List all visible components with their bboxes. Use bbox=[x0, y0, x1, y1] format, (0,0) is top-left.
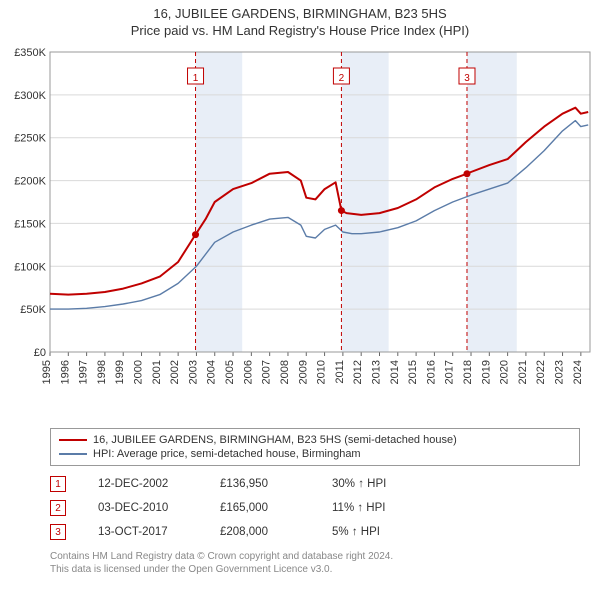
sales-table: 1 12-DEC-2002 £136,950 30% ↑ HPI 2 03-DE… bbox=[50, 472, 580, 544]
sale-pct: 30% ↑ HPI bbox=[332, 478, 432, 490]
svg-text:2013: 2013 bbox=[370, 360, 382, 384]
svg-text:2003: 2003 bbox=[187, 360, 199, 384]
legend-swatch bbox=[59, 439, 87, 441]
footer-line: Contains HM Land Registry data © Crown c… bbox=[50, 550, 580, 563]
svg-text:£150K: £150K bbox=[14, 218, 46, 230]
svg-text:£100K: £100K bbox=[14, 261, 46, 273]
svg-text:£350K: £350K bbox=[14, 47, 46, 59]
svg-text:1995: 1995 bbox=[41, 360, 53, 384]
sale-marker-icon: 2 bbox=[50, 500, 66, 516]
sale-price: £208,000 bbox=[220, 526, 300, 538]
svg-text:2006: 2006 bbox=[242, 360, 254, 384]
sale-date: 03-DEC-2010 bbox=[98, 502, 188, 514]
sale-date: 12-DEC-2002 bbox=[98, 478, 188, 490]
svg-text:2008: 2008 bbox=[279, 360, 291, 384]
svg-text:2018: 2018 bbox=[462, 360, 474, 384]
footer-attribution: Contains HM Land Registry data © Crown c… bbox=[50, 550, 580, 576]
svg-text:1997: 1997 bbox=[78, 360, 90, 384]
legend-item: 16, JUBILEE GARDENS, BIRMINGHAM, B23 5HS… bbox=[59, 433, 571, 447]
svg-text:2017: 2017 bbox=[444, 360, 456, 384]
sale-pct: 5% ↑ HPI bbox=[332, 526, 432, 538]
sale-date: 13-OCT-2017 bbox=[98, 526, 188, 538]
svg-text:2014: 2014 bbox=[389, 360, 401, 384]
svg-text:2000: 2000 bbox=[133, 360, 145, 384]
svg-text:£0: £0 bbox=[34, 347, 46, 359]
svg-text:3: 3 bbox=[464, 73, 470, 84]
svg-text:1998: 1998 bbox=[96, 360, 108, 384]
svg-text:£50K: £50K bbox=[20, 304, 46, 316]
svg-text:2005: 2005 bbox=[224, 360, 236, 384]
legend-swatch bbox=[59, 453, 87, 455]
svg-text:2024: 2024 bbox=[572, 360, 584, 384]
sale-marker-icon: 1 bbox=[50, 476, 66, 492]
svg-text:2001: 2001 bbox=[151, 360, 163, 384]
page-subtitle: Price paid vs. HM Land Registry's House … bbox=[0, 21, 600, 42]
svg-text:2016: 2016 bbox=[425, 360, 437, 384]
table-row: 3 13-OCT-2017 £208,000 5% ↑ HPI bbox=[50, 520, 580, 544]
svg-text:2019: 2019 bbox=[480, 360, 492, 384]
svg-text:2015: 2015 bbox=[407, 360, 419, 384]
svg-text:2004: 2004 bbox=[206, 360, 218, 384]
svg-text:2023: 2023 bbox=[554, 360, 566, 384]
svg-text:2: 2 bbox=[339, 73, 345, 84]
svg-text:2021: 2021 bbox=[517, 360, 529, 384]
svg-text:1: 1 bbox=[193, 73, 199, 84]
sale-pct: 11% ↑ HPI bbox=[332, 502, 432, 514]
svg-text:2022: 2022 bbox=[535, 360, 547, 384]
table-row: 1 12-DEC-2002 £136,950 30% ↑ HPI bbox=[50, 472, 580, 496]
svg-text:1996: 1996 bbox=[59, 360, 71, 384]
sale-marker-icon: 3 bbox=[50, 524, 66, 540]
svg-text:£250K: £250K bbox=[14, 133, 46, 145]
table-row: 2 03-DEC-2010 £165,000 11% ↑ HPI bbox=[50, 496, 580, 520]
legend-label: 16, JUBILEE GARDENS, BIRMINGHAM, B23 5HS… bbox=[93, 434, 457, 446]
svg-text:2010: 2010 bbox=[316, 360, 328, 384]
price-chart: £0 £50K £100K £150K £200K £250K £300K £350K 1995… bbox=[0, 42, 600, 422]
svg-text:2020: 2020 bbox=[499, 360, 511, 384]
svg-text:2011: 2011 bbox=[334, 360, 346, 384]
svg-text:£200K: £200K bbox=[14, 176, 46, 188]
page-title: 16, JUBILEE GARDENS, BIRMINGHAM, B23 5HS bbox=[0, 0, 600, 21]
svg-text:2009: 2009 bbox=[297, 360, 309, 384]
legend-item: HPI: Average price, semi-detached house,… bbox=[59, 447, 571, 461]
svg-text:1999: 1999 bbox=[114, 360, 126, 384]
chart-legend: 16, JUBILEE GARDENS, BIRMINGHAM, B23 5HS… bbox=[50, 428, 580, 466]
svg-text:2002: 2002 bbox=[169, 360, 181, 384]
svg-text:£300K: £300K bbox=[14, 90, 46, 102]
sale-price: £165,000 bbox=[220, 502, 300, 514]
svg-text:2007: 2007 bbox=[261, 360, 273, 384]
legend-label: HPI: Average price, semi-detached house,… bbox=[93, 448, 361, 460]
svg-text:2012: 2012 bbox=[352, 360, 364, 384]
sale-price: £136,950 bbox=[220, 478, 300, 490]
footer-line: This data is licensed under the Open Gov… bbox=[50, 563, 580, 576]
